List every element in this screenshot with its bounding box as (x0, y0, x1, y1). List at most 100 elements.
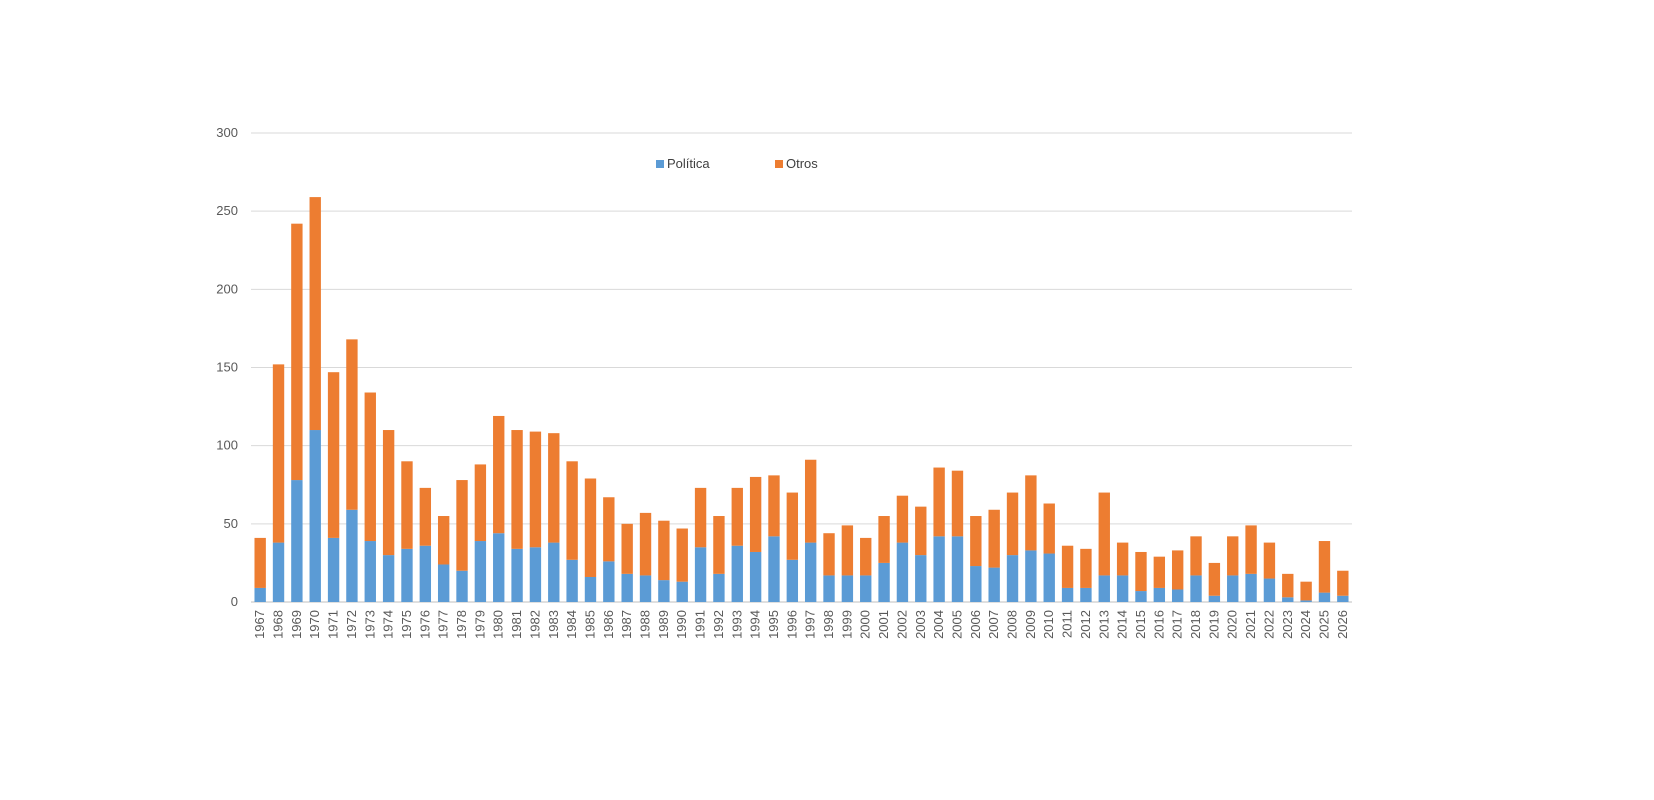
bar-otros-2005 (951, 470, 964, 537)
bar-politica-1987 (621, 573, 633, 602)
x-tick-label-1995: 1995 (766, 610, 781, 639)
bar-politica-1980 (493, 533, 505, 602)
gridlines (251, 132, 1352, 603)
bar-otros-2000 (860, 537, 872, 576)
bar-otros-1987 (621, 523, 633, 574)
bar-otros-1997 (804, 459, 817, 543)
x-tick-label-1969: 1969 (289, 610, 304, 639)
legend-label-otros: Otros (786, 156, 818, 171)
x-tick-label-2023: 2023 (1280, 610, 1295, 639)
x-tick-label-2017: 2017 (1170, 610, 1185, 639)
x-tick-label-1987: 1987 (619, 610, 634, 639)
bar-politica-1979 (474, 541, 487, 602)
x-tick-label-1981: 1981 (509, 610, 524, 639)
bar-politica-2013 (1098, 575, 1110, 602)
bar-politica-1978 (456, 570, 468, 602)
bar-politica-1989 (658, 580, 670, 602)
x-tick-label-2011: 2011 (1060, 610, 1075, 638)
bar-otros-2006 (970, 516, 982, 567)
x-tick-label-1984: 1984 (564, 610, 579, 639)
bar-otros-2010 (1043, 503, 1055, 554)
bar-otros-1995 (768, 475, 780, 537)
bar-otros-2002 (896, 495, 909, 543)
bar-otros-1977 (437, 516, 450, 565)
bar-otros-1989 (658, 520, 670, 581)
bar-politica-1990 (676, 581, 688, 602)
x-tick-label-1985: 1985 (582, 610, 597, 639)
bar-politica-2005 (951, 536, 964, 602)
bar-politica-2004 (933, 536, 945, 602)
y-tick-label-100: 100 (216, 438, 238, 453)
x-tick-label-1994: 1994 (748, 610, 763, 639)
x-tick-label-2022: 2022 (1261, 610, 1276, 639)
bar-politica-1995 (768, 536, 780, 602)
bar-politica-2021 (1245, 573, 1257, 602)
bar-otros-2026 (1337, 570, 1349, 596)
bar-otros-2008 (1006, 492, 1019, 556)
x-tick-label-1991: 1991 (693, 610, 708, 639)
x-tick-label-1977: 1977 (436, 610, 451, 639)
bar-politica-1971 (327, 537, 340, 602)
bar-politica-1981 (511, 548, 523, 602)
bar-politica-2010 (1043, 553, 1055, 602)
bar-politica-1972 (346, 509, 358, 602)
bar-otros-1978 (456, 480, 468, 571)
x-tick-label-2013: 2013 (1096, 610, 1111, 639)
bar-otros-2016 (1153, 556, 1166, 588)
bar-otros-1976 (419, 487, 432, 546)
bar-otros-1970 (309, 197, 321, 431)
bar-politica-2019 (1208, 595, 1221, 602)
bar-otros-1999 (841, 525, 854, 576)
x-tick-label-1996: 1996 (784, 610, 799, 639)
bar-otros-1982 (529, 431, 542, 548)
legend-swatch-otros (775, 160, 783, 168)
x-tick-label-2004: 2004 (931, 610, 946, 639)
bar-politica-1983 (548, 542, 560, 602)
bar-politica-2012 (1080, 587, 1092, 602)
bar-politica-1975 (401, 548, 413, 602)
bar-politica-1991 (694, 547, 707, 602)
bar-otros-2018 (1190, 536, 1202, 576)
bar-politica-1973 (364, 541, 376, 602)
x-tick-label-1990: 1990 (674, 610, 689, 639)
bar-politica-1967 (254, 587, 266, 602)
bar-otros-2003 (915, 506, 927, 556)
bar-politica-1996 (786, 559, 799, 602)
bar-politica-1982 (529, 547, 542, 602)
x-tick-label-2008: 2008 (1005, 610, 1020, 639)
bar-politica-1998 (823, 575, 835, 602)
x-tick-label-1974: 1974 (381, 610, 396, 639)
bar-politica-1997 (804, 542, 817, 602)
bar-otros-1974 (382, 430, 395, 556)
x-tick-label-1986: 1986 (601, 610, 616, 639)
x-tick-label-1983: 1983 (546, 610, 561, 639)
x-tick-label-1976: 1976 (417, 610, 432, 639)
bar-otros-2021 (1245, 525, 1257, 574)
x-tick-label-1999: 1999 (839, 610, 854, 639)
bar-otros-1985 (584, 478, 597, 577)
bar-politica-1993 (731, 545, 743, 602)
x-tick-label-2002: 2002 (894, 610, 909, 639)
bar-otros-2014 (1116, 542, 1129, 576)
bar-politica-2017 (1171, 589, 1184, 602)
bar-politica-2022 (1263, 578, 1276, 602)
bar-otros-1981 (511, 430, 523, 549)
x-tick-label-2010: 2010 (1041, 610, 1056, 639)
bar-otros-1975 (401, 461, 413, 549)
bar-politica-2003 (915, 555, 927, 602)
bar-politica-2000 (860, 575, 872, 602)
bar-otros-2022 (1263, 542, 1276, 579)
x-tick-label-1998: 1998 (821, 610, 836, 639)
x-tick-label-2024: 2024 (1298, 610, 1313, 639)
x-tick-label-1993: 1993 (729, 610, 744, 639)
bar-politica-1969 (291, 480, 303, 602)
x-tick-label-1975: 1975 (399, 610, 414, 639)
bar-politica-2026 (1337, 595, 1349, 602)
bar-politica-1999 (841, 575, 854, 602)
x-axis-tick-labels: 1967 1968 1969 1970 1971 1972 1973 1974 1975 1976… (252, 610, 1350, 639)
x-tick-label-1978: 1978 (454, 610, 469, 639)
bar-otros-1980 (493, 415, 505, 534)
y-tick-label-50: 50 (224, 516, 238, 531)
x-tick-label-1989: 1989 (656, 610, 671, 639)
